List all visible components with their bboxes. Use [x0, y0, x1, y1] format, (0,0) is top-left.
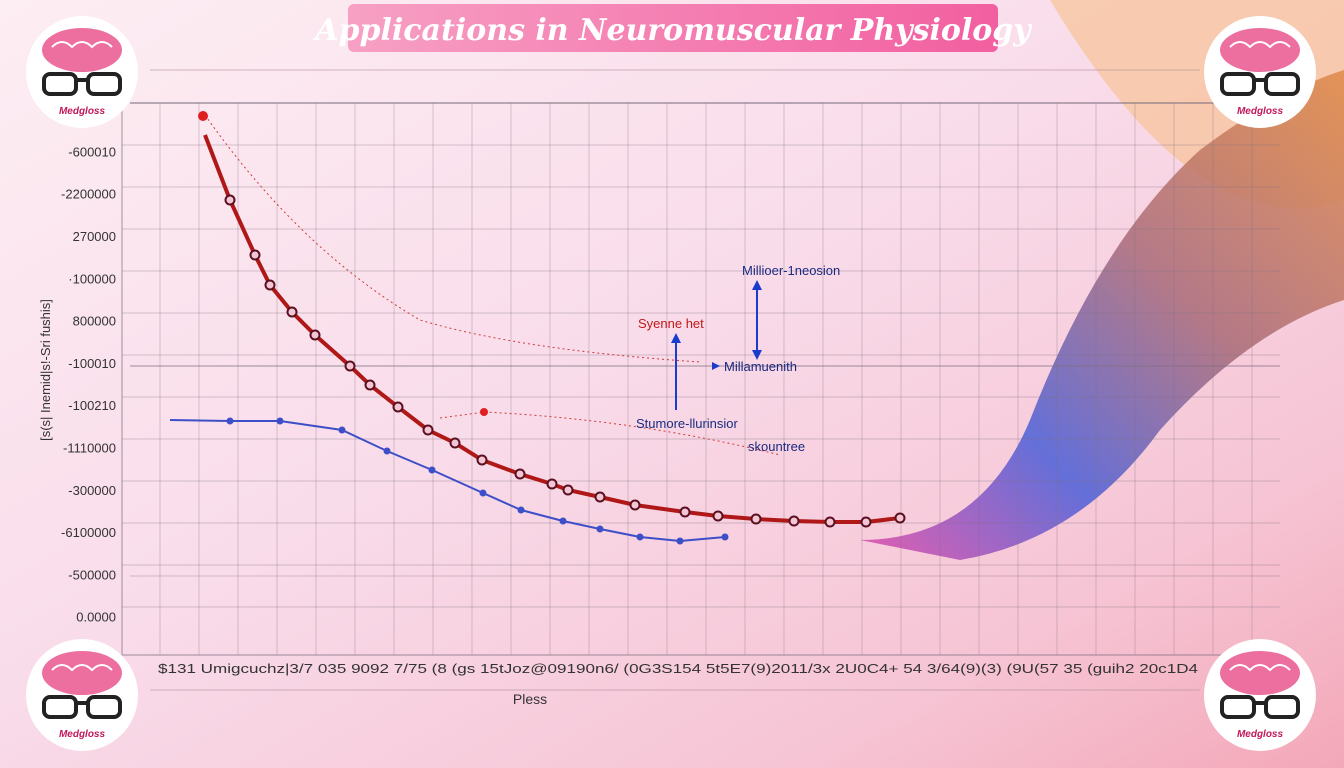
y-label: -2200000	[61, 187, 116, 202]
marker	[676, 537, 684, 545]
y-label: 270000	[73, 229, 116, 244]
marker	[338, 426, 346, 434]
y-label: 800000	[73, 314, 116, 329]
marker	[392, 401, 404, 413]
marker	[249, 249, 261, 261]
y-label: -100010	[68, 356, 116, 371]
marker	[428, 466, 436, 474]
x-labels: $131 Umigcuchz|3/7 035 9092 7/75 (8 (gs …	[158, 662, 1198, 676]
y-labels: -600010 -2200000 270000 ·100000 800000 -10001…	[61, 144, 116, 624]
marker	[198, 111, 208, 121]
marker	[264, 279, 276, 291]
arrowhead	[712, 362, 720, 370]
muscle	[860, 70, 1344, 560]
annotation: Stumore-llurinsior	[636, 416, 739, 431]
glasses	[1220, 695, 1256, 719]
grid	[121, 102, 1280, 656]
title: Applications in Neuromuscular Physiology	[312, 13, 1033, 48]
brain-fold	[51, 41, 113, 49]
marker	[514, 468, 526, 480]
brand: Medgloss	[1237, 106, 1284, 117]
marker	[517, 506, 525, 514]
markers	[224, 194, 906, 545]
marker	[344, 360, 356, 372]
marker	[309, 329, 321, 341]
y-label: 0.0000	[76, 610, 116, 625]
marker	[629, 499, 641, 511]
marker	[721, 533, 729, 541]
y-label: ·100000	[68, 271, 116, 286]
marker	[226, 417, 234, 425]
glasses	[1264, 695, 1300, 719]
arrowhead	[671, 333, 681, 343]
marker	[449, 437, 461, 449]
arrowhead	[752, 350, 762, 360]
marker	[750, 513, 762, 525]
marker	[422, 424, 434, 436]
marker	[383, 447, 391, 455]
brand: Medgloss	[1237, 729, 1284, 740]
marker	[559, 517, 567, 525]
y-label: -1110000	[63, 441, 116, 456]
brain	[42, 28, 122, 72]
title-banner	[348, 4, 998, 52]
glasses	[42, 695, 78, 719]
brain	[1220, 28, 1300, 72]
marker	[276, 417, 284, 425]
brain	[42, 651, 122, 695]
brain-fold	[1229, 664, 1291, 672]
marker	[860, 516, 872, 528]
marker	[480, 408, 488, 416]
marker	[712, 510, 724, 522]
marker	[894, 512, 906, 524]
brain	[1220, 651, 1300, 695]
marker	[596, 525, 604, 533]
marker	[364, 379, 376, 391]
glasses	[1220, 72, 1256, 96]
arrowhead	[752, 280, 762, 290]
marker	[224, 194, 236, 206]
annotation: Syenne het	[638, 316, 704, 331]
marker	[824, 516, 836, 528]
y-title: [s(s| Inemid|s!-Sri fushis]	[38, 299, 53, 441]
x-title: Pless	[513, 691, 547, 707]
marker	[546, 478, 558, 490]
grid-v	[122, 103, 1280, 655]
y-label: -100210	[68, 398, 116, 413]
annotation: skountree	[748, 439, 805, 454]
y-label: -500000	[68, 567, 116, 582]
logos: Medgloss Medgloss Medgloss Medgloss	[26, 16, 1316, 751]
red-curve	[203, 134, 901, 524]
brain-fold	[51, 664, 113, 672]
marker	[788, 515, 800, 527]
brand: Medgloss	[59, 729, 106, 740]
glasses	[42, 72, 78, 96]
y-label: -600010	[68, 144, 116, 159]
marker	[636, 533, 644, 541]
marker	[679, 506, 691, 518]
glasses	[86, 695, 122, 719]
marker	[562, 484, 574, 496]
marker	[594, 491, 606, 503]
annotation: Millioer-1neosion	[742, 263, 840, 278]
brand: Medgloss	[59, 106, 106, 117]
annotation: Millamuenith	[724, 359, 797, 374]
marker	[479, 489, 487, 497]
marker	[476, 454, 488, 466]
brain-fold	[1229, 41, 1291, 49]
marker	[286, 306, 298, 318]
y-label: -300000	[68, 483, 116, 498]
y-label: -6100000	[61, 525, 116, 540]
dotted-line	[439, 411, 781, 456]
glasses	[86, 72, 122, 96]
glasses	[1264, 72, 1300, 96]
